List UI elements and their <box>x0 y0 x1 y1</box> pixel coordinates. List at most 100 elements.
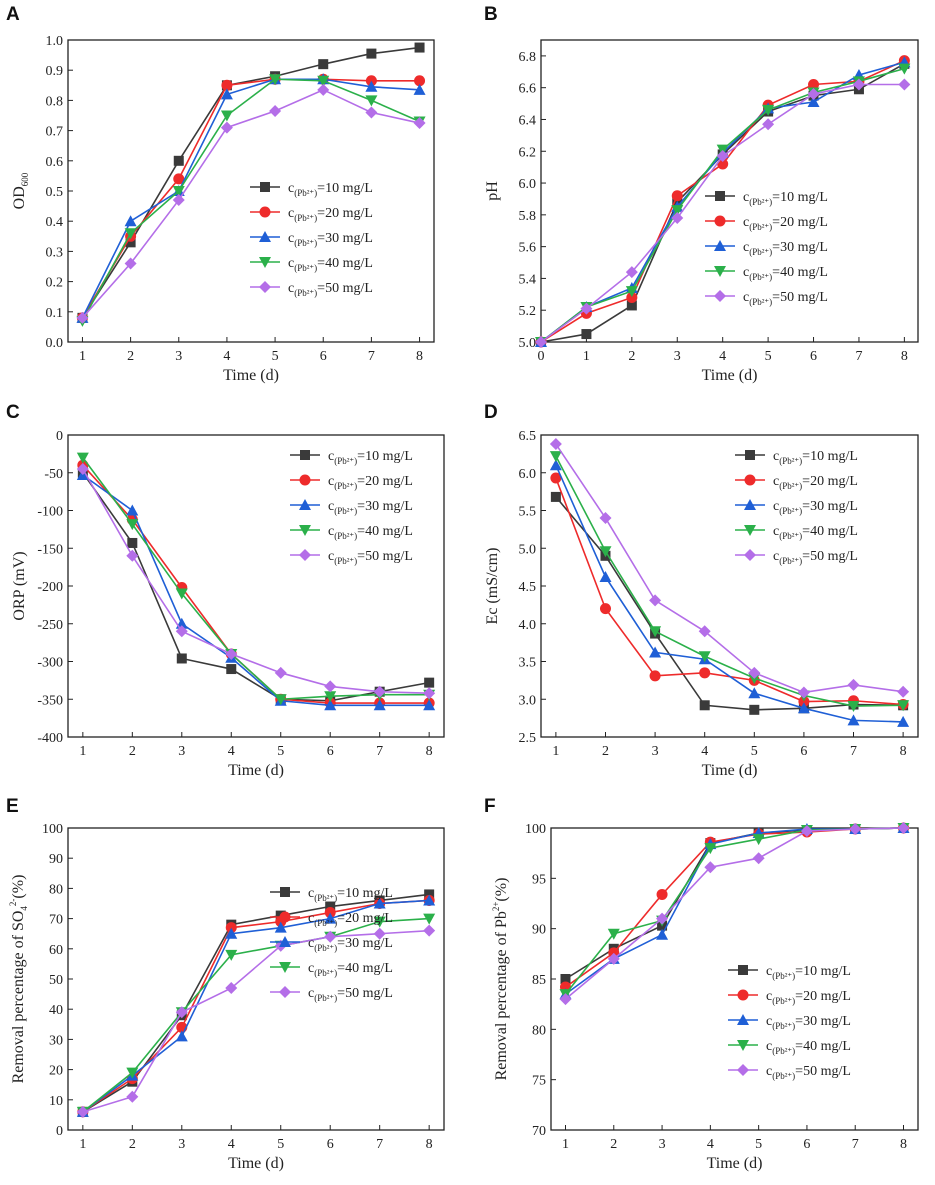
legend-prefix: c <box>743 215 749 230</box>
series-line <box>81 46 420 319</box>
legend-rest: =20 mg/L <box>802 474 858 489</box>
data-point <box>762 118 775 131</box>
data-point <box>76 452 89 464</box>
legend-sub: (Pb²⁺) <box>294 263 317 273</box>
legend-marker <box>279 911 291 923</box>
data-point <box>607 928 620 940</box>
legend-prefix: c <box>328 449 334 464</box>
x-tick-label: 0 <box>538 349 545 364</box>
legend-prefix: c <box>308 961 314 976</box>
legend-sub: (Pb²⁺) <box>772 971 795 981</box>
series-line <box>564 827 904 995</box>
panel-c: C 1 2 3 4 5 6 7 8 -400 -350 -300 -250 -200 -150 -100 -50… <box>6 402 445 779</box>
legend-sub: (Pb²⁺) <box>314 993 337 1003</box>
y-tick-label: 40 <box>49 1003 63 1018</box>
data-point <box>373 897 386 909</box>
y-axis-title-sup: 2- <box>8 899 18 907</box>
series-c20 <box>559 822 910 993</box>
x-tick-label: 7 <box>376 1137 383 1152</box>
y-tick-label: 0 <box>56 1124 63 1139</box>
data-point <box>423 699 436 711</box>
legend-prefix: c <box>328 524 334 539</box>
x-tick-label: 7 <box>855 349 862 364</box>
y-axis-title-main: pH <box>484 181 501 201</box>
legend-label: c(Pb²⁺)=50 mg/L <box>328 549 413 566</box>
legend-marker <box>259 281 271 293</box>
y-tick-label: 5.5 <box>519 505 537 520</box>
y-tick-label: 3.5 <box>519 656 537 671</box>
legend-prefix: c <box>308 886 314 901</box>
legend-label: c(Pb²⁺)=50 mg/L <box>766 1064 851 1081</box>
data-point <box>898 63 911 75</box>
y-tick-label: 0 <box>56 429 63 444</box>
legend-rest: =40 mg/L <box>795 1039 851 1054</box>
data-point <box>220 110 233 122</box>
y-tick-label: 75 <box>532 1074 546 1089</box>
legend-sub: (Pb²⁺) <box>749 297 772 307</box>
legend-label: c(Pb²⁺)=20 mg/L <box>743 215 828 232</box>
legend-label: c(Pb²⁺)=10 mg/L <box>773 449 858 466</box>
data-point <box>274 666 287 679</box>
y-tick-label: 90 <box>49 852 63 867</box>
legend-rest: =10 mg/L <box>337 886 393 901</box>
legend-marker <box>279 936 291 947</box>
legend-rest: =30 mg/L <box>317 231 373 246</box>
data-point <box>423 913 436 925</box>
x-tick-label: 6 <box>800 744 807 759</box>
y-tick-label: 5.2 <box>519 304 537 319</box>
data-point <box>798 696 810 708</box>
data-point <box>225 949 238 961</box>
panel-letter: F <box>484 796 496 817</box>
legend-sub: (Pb²⁺) <box>294 188 317 198</box>
y-axis-title-tail: (%) <box>10 875 27 899</box>
y-tick-label: 0.0 <box>46 336 64 351</box>
data-point <box>649 594 662 607</box>
y-axis-title-main: Removal percentage of Pb <box>493 911 510 1080</box>
panel-f: F 1 2 3 4 5 6 7 8 70 75 80 85 90 95 100 Time (d) Removal … <box>484 796 919 1172</box>
legend: c(Pb²⁺)=10 mg/Lc(Pb²⁺)=20 mg/Lc(Pb²⁺)=30… <box>250 181 373 298</box>
data-point <box>897 700 910 712</box>
y-tick-label: 0.6 <box>46 155 64 170</box>
series-c30 <box>76 894 436 1117</box>
series-line <box>82 474 430 707</box>
legend-rest: =40 mg/L <box>772 265 828 280</box>
x-tick-label: 4 <box>223 349 230 364</box>
y-tick-label: 85 <box>532 973 546 988</box>
x-tick-label: 1 <box>552 744 559 759</box>
legend-label: c(Pb²⁺)=50 mg/L <box>743 290 828 307</box>
x-tick-label: 2 <box>129 1137 136 1152</box>
legend-marker <box>737 1014 749 1025</box>
legend-sub: (Pb²⁺) <box>779 531 802 541</box>
x-tick-label: 6 <box>327 1137 334 1152</box>
y-tick-label: 6.0 <box>519 177 537 192</box>
x-tick-label: 3 <box>178 744 185 759</box>
legend-sub: (Pb²⁺) <box>294 288 317 298</box>
data-point <box>325 901 336 912</box>
legend-sub: (Pb²⁺) <box>749 247 772 257</box>
series-line <box>82 472 430 702</box>
x-tick-label: 1 <box>583 349 590 364</box>
data-point <box>699 700 710 711</box>
data-point <box>649 626 662 638</box>
series-c20 <box>77 459 435 709</box>
data-point <box>656 928 669 940</box>
legend-label: c(Pb²⁺)=30 mg/L <box>328 499 413 516</box>
y-axis-title: pH <box>484 181 501 201</box>
legend-sub: (Pb²⁺) <box>334 556 357 566</box>
legend-marker <box>738 965 748 975</box>
data-point <box>550 491 561 502</box>
x-tick-label: 3 <box>659 1137 666 1152</box>
y-tick-label: 6.0 <box>519 467 537 482</box>
data-point <box>599 512 612 525</box>
data-point <box>716 150 729 163</box>
y-tick-label: 20 <box>49 1064 63 1079</box>
data-point <box>599 546 612 558</box>
series-line <box>81 88 420 319</box>
y-tick-label: 70 <box>532 1124 546 1139</box>
data-point <box>175 588 188 600</box>
y-axis-title: OD600 <box>11 172 30 209</box>
legend-prefix: c <box>288 256 294 271</box>
x-tick-label: 2 <box>129 744 136 759</box>
panel-d: D 1 2 3 4 5 6 7 8 2.5 3.0 3.5 4.0 4.5 5.0 5.5 6.0 6.5 Time… <box>484 402 919 779</box>
